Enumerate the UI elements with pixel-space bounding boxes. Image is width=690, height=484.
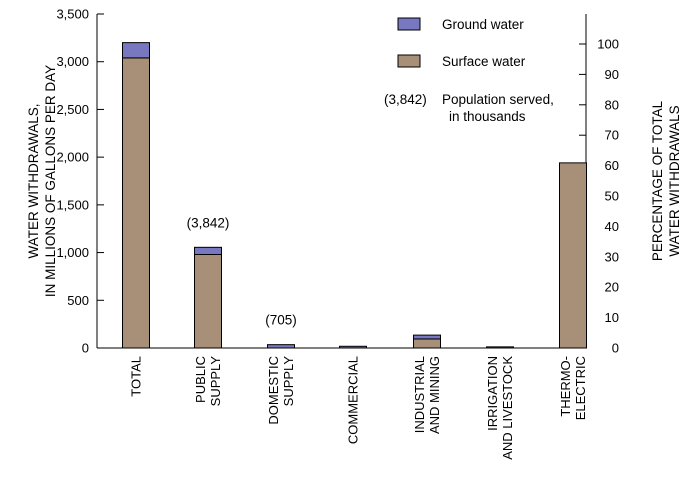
category-label-line: SUPPLY (208, 356, 223, 407)
y2-tick-label: 0 (612, 341, 619, 356)
y2-axis-title-line: WATER WITHDRAWALS (667, 105, 682, 256)
y2-ticks: 0 10 20 30 40 50 60 70 80 90 100 (579, 37, 619, 356)
y2-tick-label: 100 (597, 37, 619, 52)
category-label-line: AND LIVESTOCK (500, 356, 515, 460)
category-label: PUBLIC SUPPLY (193, 356, 223, 407)
y-axis-title-line: IN MILLIONS OF GALLONS PER DAY (43, 65, 58, 297)
bar-ground-water (413, 334, 441, 340)
category-label-line: SUPPLY (281, 356, 296, 407)
y2-tick-label: 20 (605, 280, 619, 295)
category-label: COMMERCIAL (346, 356, 361, 444)
y2-axis-title-group: PERCENTAGE OF TOTAL WATER WITHDRAWALS (650, 100, 682, 261)
y-tick-label: 500 (67, 293, 89, 308)
y2-tick-label: 70 (605, 128, 619, 143)
legend-note-line: in thousands (449, 109, 526, 124)
legend-label: Ground water (442, 17, 524, 32)
bar-surface-water (194, 253, 222, 349)
category-label-line: DOMESTIC (266, 356, 281, 425)
y-tick-label: 0 (82, 341, 89, 356)
bar-ground-water (486, 346, 514, 349)
category-label-line: PUBLIC (193, 356, 208, 403)
y-tick-label: 3,000 (56, 54, 89, 69)
y-tick-label: 2,500 (56, 102, 89, 117)
category-label-line: ELECTRIC (573, 356, 588, 420)
y2-tick-label: 50 (605, 189, 619, 204)
bars (122, 42, 587, 349)
population-label: (3,842) (187, 215, 230, 230)
y-tick-label: 3,500 (56, 7, 89, 22)
population-labels: (3,842) (705) (187, 215, 297, 327)
y-tick-label: 2,000 (56, 150, 89, 165)
y2-tick-label: 60 (605, 158, 619, 173)
y-tick-label: 1,000 (56, 245, 89, 260)
y-axis-title-group: WATER WITHDRAWALS, IN MILLIONS OF GALLONS… (26, 65, 58, 297)
legend-label: Surface water (442, 54, 526, 69)
y2-tick-label: 10 (605, 310, 619, 325)
population-label: (705) (265, 313, 297, 328)
category-label: TOTAL (129, 356, 144, 397)
legend-swatch (397, 54, 421, 68)
bar-ground-water (339, 345, 367, 349)
y-ticks: 0 500 1,000 1,500 2,000 2,500 3,000 3,500 (56, 7, 104, 356)
legend: Ground water Surface water (3,842) Populati… (384, 17, 554, 124)
category-label: THERMO- ELECTRIC (558, 356, 588, 420)
bar-surface-water (413, 338, 441, 349)
y2-tick-label: 30 (605, 249, 619, 264)
y2-tick-label: 80 (605, 97, 619, 112)
category-label-line: AND MINING (427, 356, 442, 434)
category-label-line: COMMERCIAL (346, 356, 361, 444)
category-label-line: TOTAL (129, 356, 144, 397)
y2-tick-label: 90 (605, 67, 619, 82)
legend-swatch (397, 17, 421, 31)
y2-axis-title: PERCENTAGE OF TOTAL WATER WITHDRAWALS (650, 100, 682, 261)
category-label: IRRIGATION AND LIVESTOCK (485, 356, 515, 460)
y-tick-label: 1,500 (56, 197, 89, 212)
category-label-line: IRRIGATION (485, 356, 500, 431)
bar-surface-water (122, 57, 150, 349)
category-label: DOMESTIC SUPPLY (266, 356, 296, 425)
bar-ground-water (267, 344, 295, 349)
category-label: INDUSTRIAL AND MINING (412, 356, 442, 434)
legend-note-line: Population served, (442, 92, 554, 107)
category-labels: TOTAL PUBLIC SUPPLY DOMESTIC SUPPLY COMMERCIA… (129, 356, 589, 460)
legend-note-marker: (3,842) (384, 92, 427, 107)
y2-tick-label: 40 (605, 219, 619, 234)
category-label-line: INDUSTRIAL (412, 356, 427, 433)
bar-surface-water (559, 162, 587, 349)
y-axis-title: WATER WITHDRAWALS, IN MILLIONS OF GALLONS… (26, 65, 58, 297)
bar-ground-water (194, 246, 222, 255)
y-axis-title-line: WATER WITHDRAWALS, (26, 104, 41, 259)
bar-ground-water (122, 42, 150, 59)
category-label-line: THERMO- (558, 356, 573, 417)
y2-axis-title-line: PERCENTAGE OF TOTAL (650, 100, 665, 261)
